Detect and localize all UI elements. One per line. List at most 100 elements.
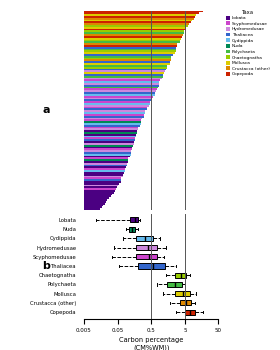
Bar: [84, 145, 133, 147]
Bar: [84, 12, 199, 14]
Bar: [84, 128, 138, 130]
Bar: [84, 87, 158, 89]
Bar: [84, 78, 162, 79]
Bar: [84, 130, 137, 132]
Bar: [84, 206, 102, 208]
Bar: [84, 163, 127, 164]
Bar: [84, 194, 112, 196]
Bar: [84, 25, 188, 27]
Bar: [84, 79, 160, 81]
Bar: [84, 196, 111, 197]
Bar: [84, 96, 153, 98]
Bar: [84, 63, 170, 65]
Bar: [84, 183, 119, 184]
Bar: [84, 50, 176, 52]
Bar: [84, 158, 129, 159]
Bar: [84, 121, 141, 123]
Bar: [84, 29, 186, 30]
Bar: [84, 14, 196, 16]
Bar: [84, 45, 177, 47]
Bar: [84, 190, 115, 192]
PathPatch shape: [136, 236, 153, 241]
Bar: [84, 40, 180, 41]
PathPatch shape: [175, 273, 186, 278]
Bar: [84, 136, 136, 138]
Text: a: a: [43, 105, 50, 115]
Bar: [84, 204, 104, 206]
Bar: [84, 177, 122, 179]
Bar: [84, 43, 177, 45]
Bar: [84, 161, 128, 163]
Bar: [84, 72, 164, 74]
Bar: [84, 192, 114, 194]
Bar: [84, 147, 132, 148]
Bar: [84, 65, 167, 67]
Bar: [84, 184, 118, 187]
Bar: [84, 187, 117, 188]
Bar: [84, 138, 135, 139]
Bar: [84, 70, 165, 72]
Bar: [84, 49, 176, 50]
Bar: [84, 134, 136, 136]
Bar: [84, 18, 194, 20]
Bar: [84, 98, 152, 99]
Bar: [84, 179, 122, 181]
PathPatch shape: [179, 300, 191, 305]
PathPatch shape: [185, 309, 195, 315]
PathPatch shape: [138, 264, 165, 268]
Bar: [84, 54, 173, 56]
Bar: [84, 174, 123, 176]
PathPatch shape: [130, 217, 138, 223]
Bar: [84, 188, 116, 190]
Bar: [84, 164, 127, 167]
Bar: [84, 123, 141, 125]
Bar: [84, 148, 132, 150]
Bar: [84, 94, 155, 96]
Bar: [84, 108, 147, 110]
Bar: [84, 114, 144, 116]
Bar: [84, 141, 134, 143]
Bar: [84, 30, 184, 32]
PathPatch shape: [136, 245, 157, 250]
Bar: [84, 101, 150, 103]
Bar: [84, 83, 159, 85]
Bar: [84, 199, 108, 201]
Bar: [84, 103, 150, 105]
Bar: [84, 20, 192, 21]
Bar: [84, 21, 191, 23]
Bar: [84, 61, 170, 63]
Bar: [84, 56, 171, 58]
PathPatch shape: [167, 282, 181, 287]
Bar: [84, 110, 145, 112]
Bar: [84, 156, 130, 158]
Bar: [84, 89, 157, 90]
Bar: [84, 38, 181, 40]
Bar: [84, 201, 106, 203]
Bar: [84, 197, 109, 199]
Bar: [84, 181, 121, 183]
Bar: [84, 167, 126, 168]
Bar: [84, 23, 189, 25]
Bar: [84, 58, 171, 60]
Bar: [84, 85, 159, 87]
Bar: [84, 152, 131, 154]
Bar: [84, 125, 139, 127]
Bar: [84, 170, 125, 172]
Text: b: b: [43, 261, 50, 271]
Bar: [84, 127, 138, 128]
Bar: [84, 81, 159, 83]
Bar: [84, 34, 183, 36]
Bar: [84, 60, 171, 61]
Bar: [84, 168, 125, 170]
Bar: [84, 47, 176, 49]
Bar: [84, 36, 181, 38]
PathPatch shape: [136, 254, 157, 259]
Bar: [84, 150, 131, 152]
Bar: [84, 74, 163, 76]
Bar: [84, 112, 145, 114]
Bar: [84, 69, 166, 70]
Bar: [84, 139, 135, 141]
Bar: [84, 41, 179, 43]
Bar: [84, 99, 151, 101]
Bar: [84, 172, 124, 174]
